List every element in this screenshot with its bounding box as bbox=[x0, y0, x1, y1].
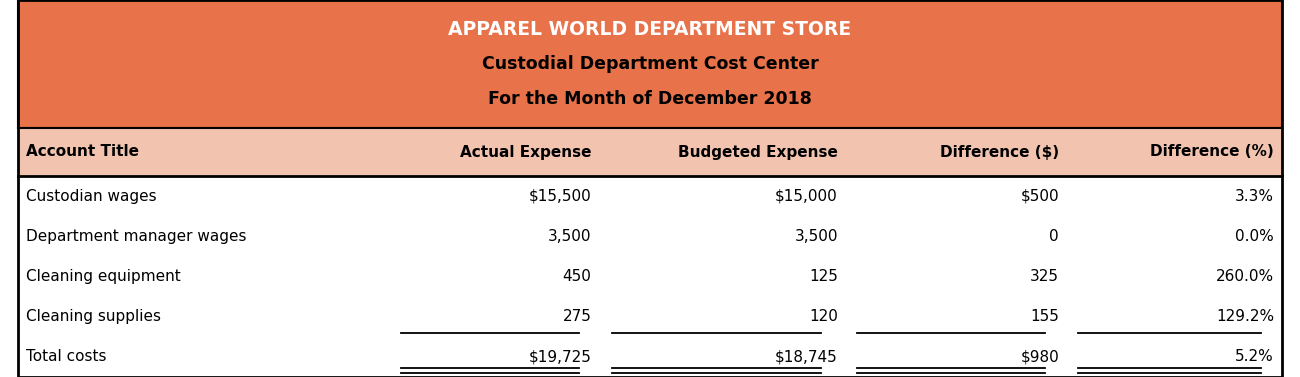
Text: $980: $980 bbox=[1020, 349, 1060, 365]
Text: Custodial Department Cost Center: Custodial Department Cost Center bbox=[481, 55, 819, 73]
Text: 260.0%: 260.0% bbox=[1216, 269, 1274, 284]
Text: 275: 275 bbox=[563, 309, 592, 324]
Text: APPAREL WORLD DEPARTMENT STORE: APPAREL WORLD DEPARTMENT STORE bbox=[448, 20, 852, 39]
Text: Actual Expense: Actual Expense bbox=[460, 144, 592, 159]
Text: 325: 325 bbox=[1030, 269, 1060, 284]
Text: 5.2%: 5.2% bbox=[1235, 349, 1274, 365]
Text: 0: 0 bbox=[1049, 229, 1060, 244]
Text: 155: 155 bbox=[1030, 309, 1060, 324]
Text: Difference (%): Difference (%) bbox=[1150, 144, 1274, 159]
Text: 450: 450 bbox=[563, 269, 592, 284]
Text: 129.2%: 129.2% bbox=[1216, 309, 1274, 324]
Text: Total costs: Total costs bbox=[26, 349, 107, 365]
Text: Department manager wages: Department manager wages bbox=[26, 229, 247, 244]
Text: 3,500: 3,500 bbox=[794, 229, 838, 244]
Text: Custodian wages: Custodian wages bbox=[26, 188, 156, 204]
Text: $15,000: $15,000 bbox=[775, 188, 838, 204]
Bar bbox=[18, 176, 1282, 377]
Text: 0.0%: 0.0% bbox=[1235, 229, 1274, 244]
Text: $18,745: $18,745 bbox=[775, 349, 838, 365]
Text: Account Title: Account Title bbox=[26, 144, 139, 159]
Text: 125: 125 bbox=[809, 269, 838, 284]
Text: 3,500: 3,500 bbox=[547, 229, 592, 244]
Text: Cleaning equipment: Cleaning equipment bbox=[26, 269, 181, 284]
Text: 3.3%: 3.3% bbox=[1235, 188, 1274, 204]
Bar bbox=[18, 0, 1282, 128]
Text: 120: 120 bbox=[809, 309, 838, 324]
Text: For the Month of December 2018: For the Month of December 2018 bbox=[488, 90, 812, 107]
Text: Cleaning supplies: Cleaning supplies bbox=[26, 309, 161, 324]
Text: $19,725: $19,725 bbox=[529, 349, 592, 365]
Text: Budgeted Expense: Budgeted Expense bbox=[679, 144, 838, 159]
Text: $500: $500 bbox=[1020, 188, 1060, 204]
Text: Difference ($): Difference ($) bbox=[940, 144, 1060, 159]
Bar bbox=[18, 128, 1282, 176]
Text: $15,500: $15,500 bbox=[529, 188, 592, 204]
